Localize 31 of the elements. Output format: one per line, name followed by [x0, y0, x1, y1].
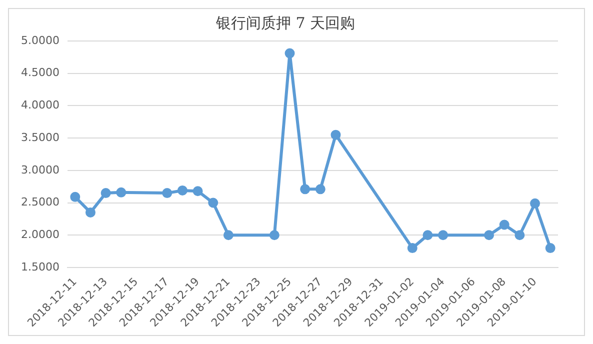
point [177, 185, 188, 196]
y-tick-label: 5.0000 [20, 34, 60, 47]
y-tick-label: 2.5000 [20, 196, 60, 209]
point [223, 230, 234, 240]
point [330, 130, 341, 140]
y-tick-label: 2.0000 [20, 228, 60, 241]
point [407, 243, 418, 254]
point [530, 198, 540, 208]
point [100, 188, 111, 198]
point [85, 207, 96, 218]
point [162, 188, 172, 198]
point [284, 48, 295, 58]
point [70, 192, 80, 202]
point [300, 184, 310, 194]
chart-title: 银行间质押 7 天回购 [214, 14, 356, 32]
point [484, 230, 494, 240]
y-tick-label: 3.5000 [20, 130, 60, 144]
point [192, 186, 203, 196]
y-tick-label: 1.5000 [20, 260, 60, 274]
y-tick-label: 4.5000 [20, 66, 60, 80]
point [208, 198, 218, 208]
point [315, 184, 326, 194]
y-tick-label: 4.0000 [20, 98, 60, 112]
point [499, 220, 510, 230]
point [269, 230, 280, 240]
point [545, 243, 556, 254]
point [438, 230, 448, 240]
point [514, 230, 525, 240]
point [422, 230, 433, 240]
y-tick-label: 3.0000 [20, 163, 60, 176]
point [116, 187, 126, 198]
